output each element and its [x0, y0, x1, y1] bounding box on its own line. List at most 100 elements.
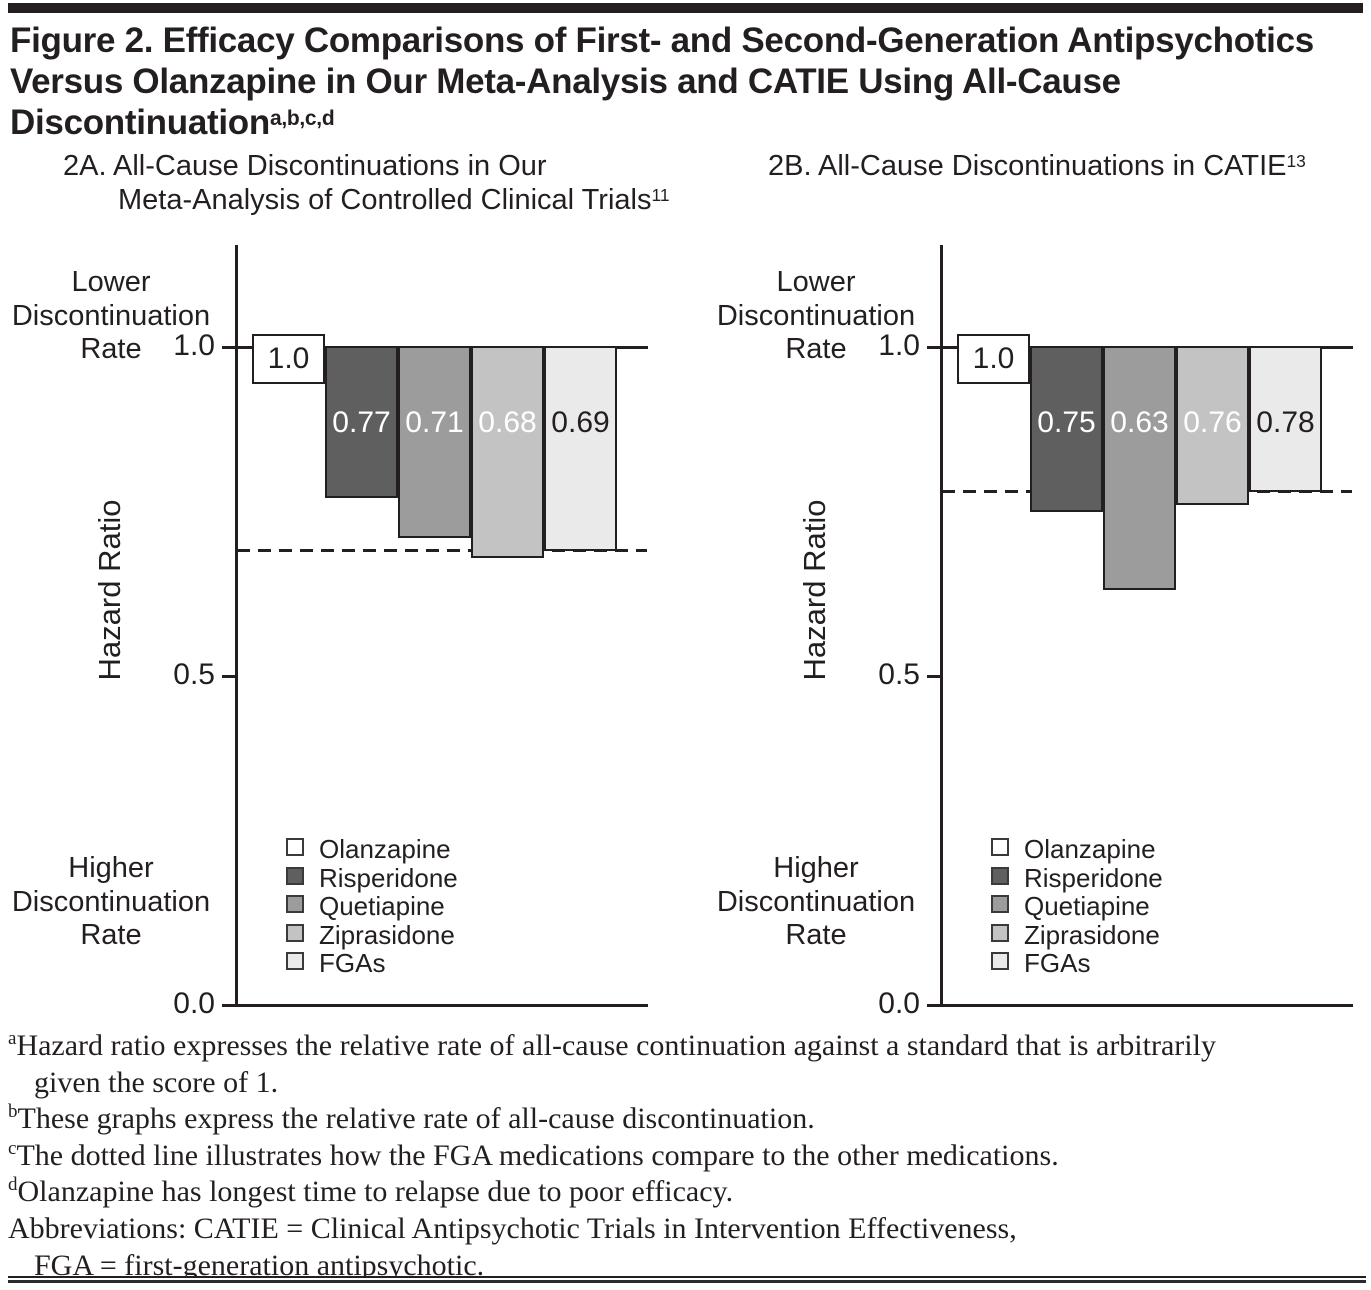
bottom-rule — [8, 1276, 1366, 1283]
legend-label: Ziprasidone — [1024, 919, 1160, 950]
higher-rate-label-line: Rate — [80, 919, 142, 951]
bar-quetiapine: 0.63 — [1103, 345, 1176, 591]
panel-title-line: Meta-Analysis of Controlled Clinical Tri… — [118, 184, 670, 217]
lower-rate-label-line: Rate — [80, 333, 142, 365]
panel-title-text: Meta-Analysis of Controlled Clinical Tri… — [118, 184, 652, 216]
footnote-superscript: d — [8, 1174, 18, 1196]
bar-value-label: 0.63 — [1110, 405, 1169, 439]
footnote-text: Hazard ratio expresses the relative rate… — [16, 1029, 1216, 1062]
hazard-ratio-axis-label: Hazard Ratio — [797, 499, 832, 681]
footnote-text: Olanzapine has longest time to relapse d… — [17, 1175, 734, 1209]
legend-label: Quetiapine — [319, 891, 445, 922]
lower-rate-label-line: Lower — [71, 266, 151, 298]
bar-value-label: 0.75 — [1037, 405, 1096, 439]
footnote-line: Abbreviations: CATIE = Clinical Antipsyc… — [8, 1212, 1366, 1246]
legend-label: Ziprasidone — [319, 919, 455, 950]
legend-label: FGAs — [319, 948, 386, 979]
lower-rate-label-line: Rate — [785, 333, 847, 365]
panel-title-line: 2A. All-Cause Discontinuations in Our — [63, 150, 547, 183]
y-axis-tick-label: 0.0 — [878, 987, 920, 1020]
legend-swatch-olanzapine — [991, 838, 1009, 856]
y-axis-tick-label: 0.0 — [173, 987, 215, 1020]
panel-title-superscript: 11 — [651, 185, 670, 206]
figure-title-line-1: Figure 2. Efficacy Comparisons of First-… — [10, 21, 1314, 60]
dashed-reference-line — [237, 549, 647, 553]
higher-rate-label-line: Discontinuation — [11, 885, 211, 918]
y-axis-tick — [927, 345, 940, 349]
y-axis-tick — [927, 1003, 940, 1007]
lower-discontinuation-rate-label: Lower Discontinuation Rate — [685, 266, 947, 367]
bar-quetiapine: 0.71 — [398, 345, 471, 538]
lower-discontinuation-rate-label: Lower Discontinuation Rate — [0, 266, 242, 367]
lower-rate-label-line: Discontinuation — [716, 299, 916, 332]
y-axis-tick-label: 1.0 — [878, 329, 920, 362]
higher-rate-label-line: Higher — [773, 852, 859, 884]
bar-ziprasidone: 0.68 — [471, 345, 544, 558]
legend-swatch-risperidone — [991, 866, 1009, 885]
legend-swatch-fgas — [286, 952, 304, 971]
panel-title-line: 2B. All-Cause Discontinuations in CATIE1… — [768, 150, 1306, 183]
legend-swatch-fgas — [991, 952, 1009, 971]
footnote-line: aHazard ratio expresses the relative rat… — [8, 1028, 1366, 1063]
legend-swatch-quetiapine — [286, 895, 304, 914]
legend-label: Olanzapine — [319, 834, 451, 864]
legend-label: Risperidone — [1024, 862, 1163, 893]
figure-title-superscript: a,b,c,d — [269, 106, 335, 130]
figure-title-line-2: Versus Olanzapine in Our Meta-Analysis a… — [10, 62, 1121, 101]
bar-value-label: 0.76 — [1183, 405, 1242, 439]
footnote-line: cThe dotted line illustrates how the FGA… — [8, 1137, 1366, 1173]
higher-rate-label-line: Rate — [785, 919, 847, 951]
higher-rate-label-line: Discontinuation — [716, 885, 916, 918]
y-axis-line — [235, 245, 238, 1007]
legend-label: Risperidone — [319, 862, 458, 893]
footnote-text: The dotted line illustrates how the FGA … — [16, 1138, 1059, 1172]
footnote-superscript: b — [8, 1101, 18, 1123]
footnote-text: Abbreviations: CATIE = Clinical Antipsyc… — [8, 1212, 1017, 1245]
higher-discontinuation-rate-label: Higher Discontinuation Rate — [0, 852, 242, 953]
hazard-ratio-axis-label: Hazard Ratio — [92, 499, 127, 681]
y-axis-tick-label: 0.5 — [173, 658, 215, 691]
y-axis-tick-label: 0.5 — [878, 658, 920, 691]
bar-value-label: 0.69 — [551, 405, 610, 439]
footnote-superscript: c — [8, 1137, 17, 1159]
bar-fgas: 0.78 — [1249, 345, 1322, 492]
bar-ziprasidone: 0.76 — [1176, 345, 1249, 505]
panel-title-text: 2A. All-Cause Discontinuations in Our — [63, 150, 547, 182]
y-axis-tick-label: 1.0 — [173, 329, 215, 362]
panel-title-text: 2B. All-Cause Discontinuations in CATIE — [768, 150, 1287, 182]
bar-value-label: 0.78 — [1256, 405, 1315, 439]
y-axis-tick — [222, 674, 235, 678]
y-axis-tick — [222, 1003, 235, 1007]
legend-label: Olanzapine — [1024, 834, 1156, 864]
bar-risperidone: 0.77 — [325, 345, 398, 499]
lower-rate-label-line: Discontinuation — [11, 299, 211, 332]
footnote-text: These graphs express the relative rate o… — [17, 1102, 815, 1136]
footnote-line: given the score of 1. — [8, 1066, 1371, 1100]
legend-swatch-olanzapine — [286, 838, 304, 856]
higher-rate-label-line: Higher — [68, 852, 154, 884]
figure-title-line-3: Discontinuationa,b,c,d — [10, 102, 1355, 148]
legend-swatch-risperidone — [286, 866, 304, 885]
figure-title: Figure 2. Efficacy Comparisons of First-… — [10, 20, 1355, 148]
lower-rate-label-line: Lower — [776, 266, 856, 298]
reference-box: 1.0 — [252, 334, 325, 384]
panel-title-superscript: 13 — [1286, 151, 1306, 172]
legend-swatch-quetiapine — [991, 895, 1009, 914]
footnote-line: dOlanzapine has longest time to relapse … — [8, 1174, 1366, 1209]
y-axis-line — [940, 245, 943, 1007]
footnote-line: bThese graphs express the relative rate … — [8, 1101, 1366, 1136]
y-axis-tick — [927, 674, 940, 678]
bar-value-label: 0.77 — [332, 405, 391, 439]
legend-label: FGAs — [1024, 948, 1091, 979]
higher-discontinuation-rate-label: Higher Discontinuation Rate — [685, 852, 947, 953]
reference-box: 1.0 — [957, 334, 1030, 384]
bar-fgas: 0.69 — [544, 345, 617, 551]
baseline — [940, 1003, 1353, 1007]
legend-label: Quetiapine — [1024, 891, 1150, 922]
footnote-superscript: a — [8, 1028, 17, 1049]
y-axis-tick — [222, 345, 235, 349]
legend-swatch-ziprasidone — [286, 923, 304, 942]
legend-swatch-ziprasidone — [991, 923, 1009, 942]
footnote-text: given the score of 1. — [34, 1065, 279, 1099]
